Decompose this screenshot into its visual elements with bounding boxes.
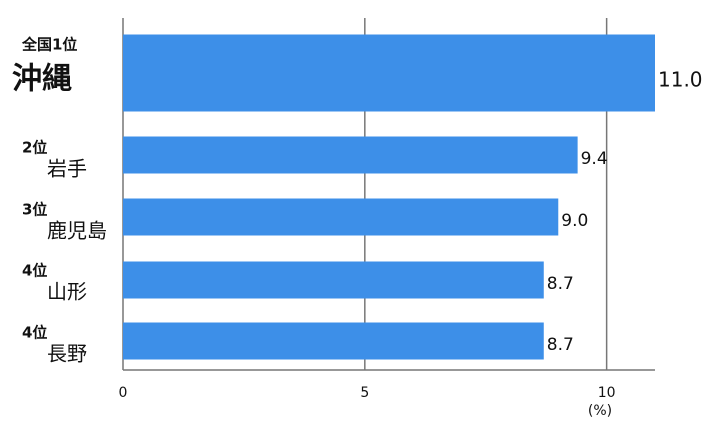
x-tick-label: 0 [119,385,128,401]
bar [123,136,578,174]
bar [123,322,544,360]
rank-label: 2位 [22,139,47,157]
value-label: 8.7 [547,335,574,355]
rank-label: 4位 [22,262,47,280]
category-label: 鹿児島 [47,219,107,243]
rank-label: 全国1位 [21,36,77,54]
value-label: 8.7 [547,274,574,294]
value-label: 11.0 [658,68,703,92]
x-tick-label: 5 [360,385,369,401]
value-label: 9.0 [561,211,588,231]
x-tick-label: 10 [598,385,616,401]
x-unit: (%) [588,403,612,419]
category-label: 沖縄 [12,62,72,97]
category-label: 長野 [47,342,87,366]
bar [123,261,544,299]
bar [123,34,655,112]
bar [123,198,559,236]
category-label: 山形 [47,280,87,304]
rank-label: 3位 [22,201,47,219]
value-label: 9.4 [581,149,608,169]
rank-label: 4位 [22,324,47,342]
category-label: 岩手 [47,157,87,181]
